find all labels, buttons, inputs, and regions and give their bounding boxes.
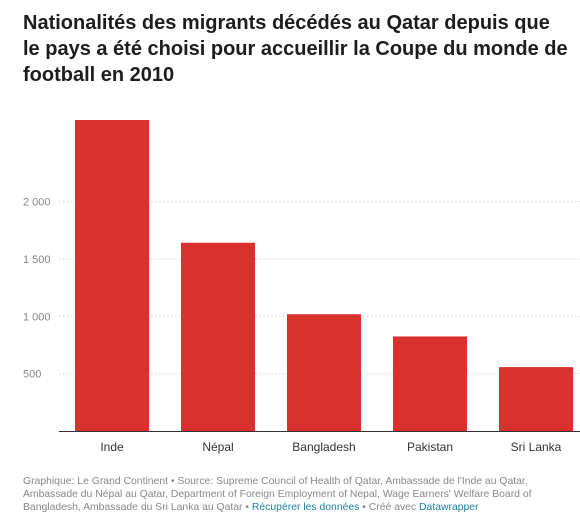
- chart-title: Nationalités des migrants décédés au Qat…: [23, 12, 568, 86]
- bar-sri-lanka: [499, 367, 573, 431]
- bar-chart: 500 1 000 1 500 2 000 Inde Népal Bangladesh Pak…: [23, 120, 580, 454]
- x-tick-label: Népal: [202, 440, 233, 454]
- source-text: Graphique: Le Grand Continent • Source: …: [23, 476, 532, 513]
- x-tick-label: Sri Lanka: [511, 440, 562, 454]
- bar-pakistan: [393, 336, 467, 431]
- y-tick-label: 2 000: [23, 197, 51, 209]
- bar-népal: [181, 242, 255, 431]
- datawrapper-link[interactable]: Datawrapper: [419, 502, 479, 513]
- x-tick-label: Bangladesh: [292, 440, 355, 454]
- bar-inde: [75, 120, 149, 431]
- x-tick-label: Inde: [100, 440, 124, 454]
- y-tick-label: 1 000: [23, 311, 51, 323]
- footer-separator: • Créé avec: [359, 502, 420, 513]
- download-data-link[interactable]: Récupérer les données: [251, 502, 360, 513]
- y-tick-label: 1 500: [23, 254, 51, 266]
- chart-footer: Graphique: Le Grand Continent • Source: …: [23, 475, 568, 514]
- y-tick-label: 500: [23, 369, 41, 381]
- bar-bangladesh: [287, 314, 361, 431]
- x-tick-label: Pakistan: [407, 440, 453, 454]
